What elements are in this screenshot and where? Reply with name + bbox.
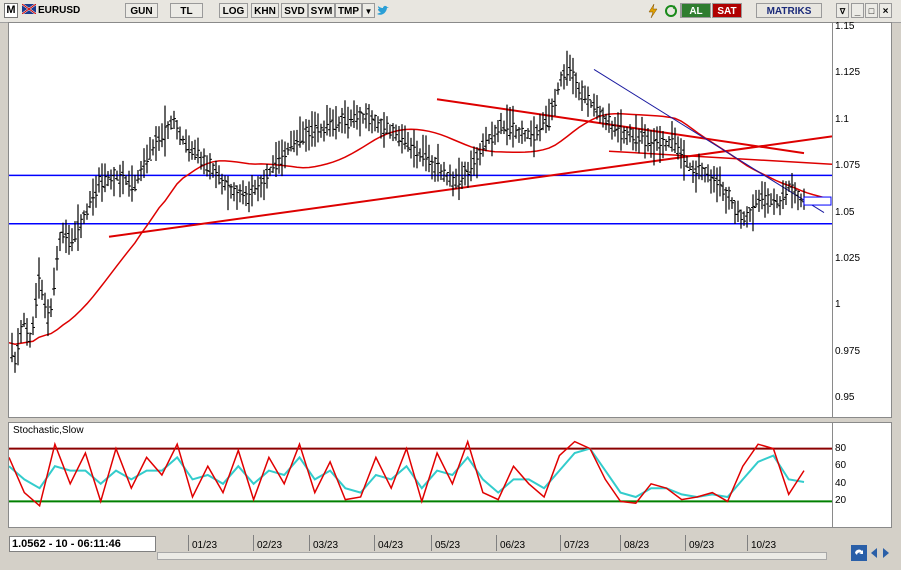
- symbol-name: EURUSD: [38, 5, 81, 16]
- dropdown-button[interactable]: ▼: [362, 3, 375, 18]
- moving-average-line: [9, 112, 832, 345]
- stochastic-axis: 80 60 40 20: [833, 422, 892, 528]
- stochastic-tick-label: 60: [835, 460, 847, 472]
- stochastic-d-line: [9, 447, 805, 499]
- stochastic-tick-label: 80: [835, 442, 847, 454]
- stochastic-tick-label: 20: [835, 495, 847, 507]
- scroll-right-icon[interactable]: [881, 547, 891, 559]
- chevron-down-icon: ▼: [364, 7, 373, 16]
- close-icon[interactable]: ×: [879, 3, 892, 18]
- month-divider: [560, 535, 561, 551]
- month-divider: [253, 535, 254, 551]
- month-label: 04/23: [378, 540, 404, 551]
- tmp-button[interactable]: TMP: [335, 3, 362, 18]
- month-label: 01/23: [192, 540, 218, 551]
- khn-button[interactable]: KHN: [251, 3, 279, 18]
- trend-line-channel: [608, 150, 832, 165]
- scroll-left-icon[interactable]: [869, 547, 879, 559]
- month-label: 06/23: [500, 540, 526, 551]
- indicator-title: Stochastic,Slow: [13, 425, 84, 436]
- svd-button[interactable]: SVD: [281, 3, 308, 18]
- chevron-down-icon[interactable]: ∇: [836, 3, 849, 18]
- price-tick-label: 1.05: [835, 206, 855, 218]
- month-divider: [431, 535, 432, 551]
- maximize-icon[interactable]: □: [865, 3, 878, 18]
- price-chart[interactable]: [9, 23, 832, 417]
- price-tick-label: 1: [835, 299, 841, 311]
- flag-icon: [21, 3, 37, 15]
- price-tick-label: 1.125: [835, 67, 861, 79]
- sell-button[interactable]: SAT: [712, 3, 742, 18]
- month-label: 05/23: [435, 540, 461, 551]
- lightning-icon[interactable]: [646, 3, 660, 19]
- month-divider: [496, 535, 497, 551]
- price-tick-label: 1.075: [835, 160, 861, 172]
- price-pane[interactable]: [8, 22, 833, 418]
- sync-icon[interactable]: [851, 545, 867, 561]
- daily-button[interactable]: GUN: [125, 3, 158, 18]
- stochastic-chart[interactable]: [9, 423, 832, 527]
- symbol-label[interactable]: EURUSD: [21, 3, 81, 16]
- month-label: 09/23: [689, 540, 715, 551]
- stochastic-pane[interactable]: Stochastic,Slow: [8, 422, 833, 528]
- app-logo[interactable]: M: [4, 3, 18, 18]
- twitter-icon[interactable]: [376, 4, 390, 18]
- month-divider: [685, 535, 686, 551]
- cursor-readout: 1.0562 - 10 - 06:11:46: [9, 536, 156, 552]
- price-tick-label: 1.025: [835, 253, 861, 265]
- matriks-logo: MATRIKS: [756, 3, 822, 18]
- minimize-icon[interactable]: _: [851, 3, 864, 18]
- month-divider: [747, 535, 748, 551]
- trend-line-up: [108, 135, 832, 238]
- month-divider: [374, 535, 375, 551]
- refresh-icon[interactable]: [664, 4, 678, 18]
- log-button[interactable]: LOG: [219, 3, 248, 18]
- month-label: 08/23: [624, 540, 650, 551]
- month-label: 07/23: [564, 540, 590, 551]
- month-label: 02/23: [257, 540, 283, 551]
- month-label: 10/23: [751, 540, 777, 551]
- chart-toolbar: M EURUSD GUN TL LOG KHN SVD SYM TMP ▼ C …: [0, 0, 901, 23]
- month-divider: [620, 535, 621, 551]
- sym-button[interactable]: SYM: [308, 3, 335, 18]
- month-divider: [309, 535, 310, 551]
- buy-button[interactable]: AL: [681, 3, 711, 18]
- price-tick-label: 0.95: [835, 392, 855, 404]
- price-tick-label: 0.975: [835, 345, 861, 357]
- price-axis: 1.15 1.125 1.1 1.075 1.05 1.025 1 0.975 0.95: [833, 20, 892, 418]
- horizontal-scrollbar[interactable]: [157, 552, 827, 560]
- stochastic-k-line: [9, 439, 805, 508]
- month-label: 03/23: [313, 540, 339, 551]
- currency-tl-button[interactable]: TL: [170, 3, 203, 18]
- price-tick-label: 1.15: [835, 20, 855, 32]
- month-divider: [188, 535, 189, 551]
- stochastic-tick-label: 40: [835, 477, 847, 489]
- current-price-marker: [803, 196, 832, 206]
- price-tick-label: 1.1: [835, 113, 849, 125]
